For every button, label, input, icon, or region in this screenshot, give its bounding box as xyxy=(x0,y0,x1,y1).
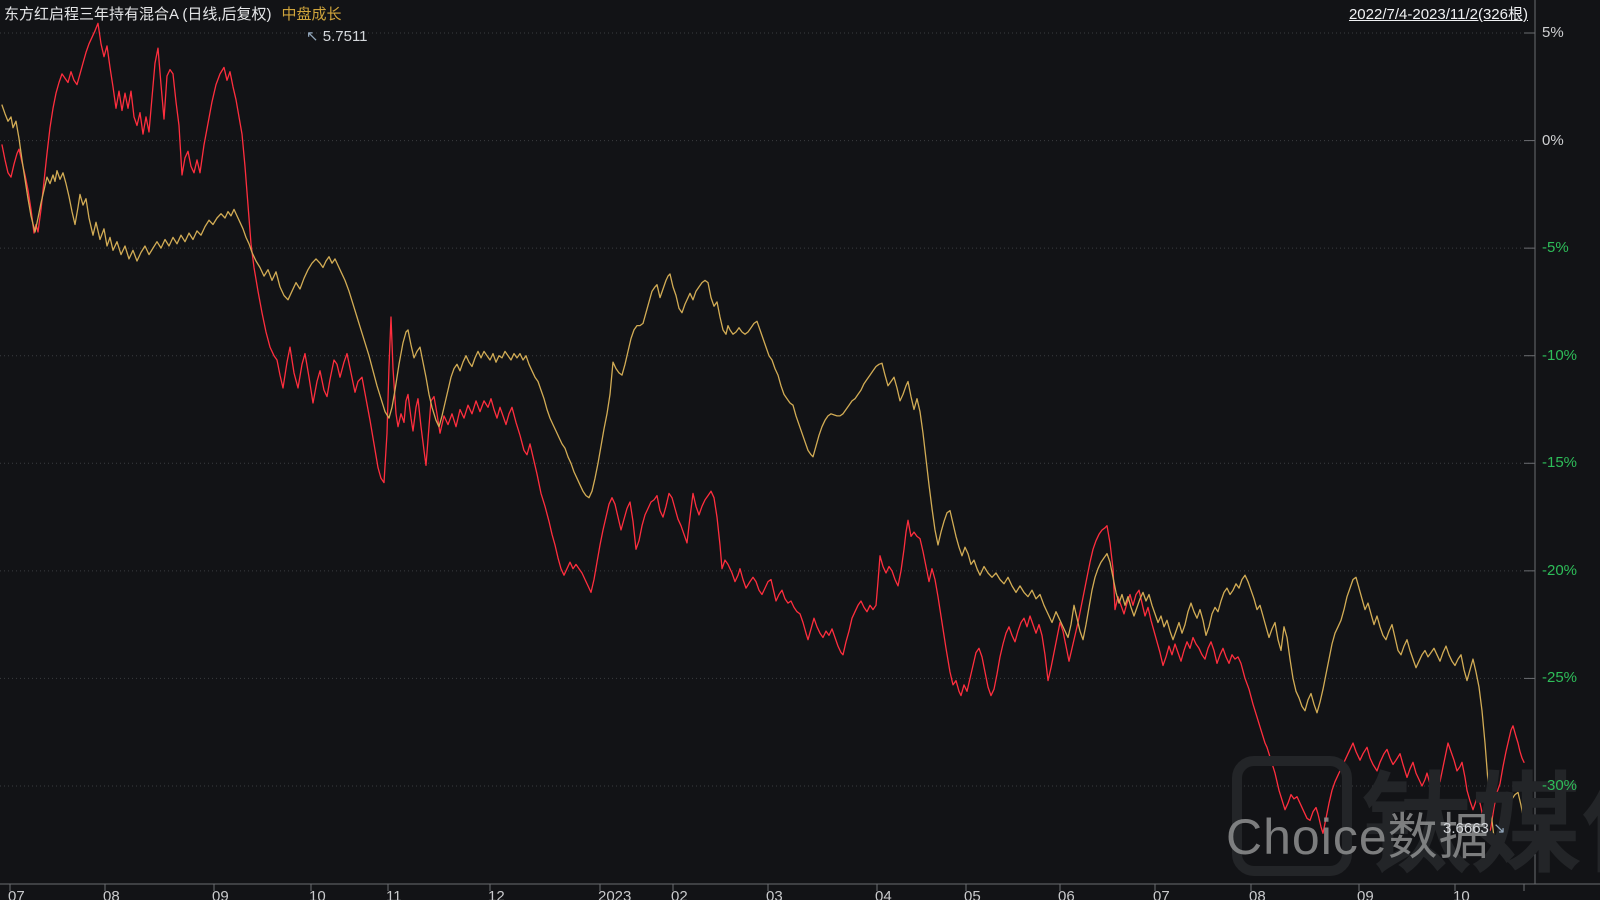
min-value-label: 3.6663 xyxy=(1443,820,1489,837)
x-axis-label: 04 xyxy=(875,888,892,900)
max-value-annotation: ↖ 5.7511 xyxy=(306,27,368,45)
x-axis-label: 09 xyxy=(212,888,229,900)
y-axis-label: -5% xyxy=(1542,239,1569,257)
y-axis-label: 5% xyxy=(1542,24,1564,41)
y-axis-label: -20% xyxy=(1542,561,1578,579)
background-watermark-text: 钛媒体 xyxy=(1362,764,1600,885)
x-axis-label: 09 xyxy=(1357,888,1374,900)
x-axis-label: 03 xyxy=(766,888,783,900)
x-axis-label: 11 xyxy=(386,888,402,900)
fund-line-series xyxy=(1,22,1525,843)
index-line-series xyxy=(1,104,1525,856)
y-axis-label: 0% xyxy=(1542,131,1564,149)
y-axis-label: -25% xyxy=(1542,669,1578,687)
y-axis-label: -30% xyxy=(1542,776,1578,794)
legend-item-index[interactable]: 中盘成长 xyxy=(281,6,342,23)
x-axis-label: 05 xyxy=(964,888,981,900)
arrow-down-right-icon: ↘ xyxy=(1493,820,1506,837)
y-axis-label: -10% xyxy=(1542,346,1578,364)
x-axis-label: 07 xyxy=(1153,888,1170,900)
min-value-annotation: 3.6663 ↘ xyxy=(1443,819,1506,837)
chart-title: 东方红启程三年持有混合A (日线,后复权) xyxy=(4,6,272,23)
max-value-label: 5.7511 xyxy=(322,28,368,45)
x-axis-label: 06 xyxy=(1058,888,1075,900)
arrow-up-left-icon: ↖ xyxy=(306,28,319,45)
x-axis-label: 10 xyxy=(1453,888,1470,900)
x-axis-label: 2023 xyxy=(598,888,632,900)
app-logo-icon xyxy=(1232,756,1352,876)
x-axis-label: 08 xyxy=(103,888,120,900)
x-axis-label: 08 xyxy=(1249,888,1266,900)
x-axis-label: 02 xyxy=(671,888,688,900)
background-watermark: 钛媒体 xyxy=(1232,738,1600,894)
x-axis-label: 12 xyxy=(488,888,505,900)
x-axis-label: 10 xyxy=(309,888,326,900)
y-axis-label: -15% xyxy=(1542,454,1578,472)
x-axis-label: 07 xyxy=(8,888,25,900)
date-range-link[interactable]: 2022/7/4-2023/11/2(326根) xyxy=(1348,6,1528,23)
choice-data-watermark: Choice数据 xyxy=(1226,809,1490,865)
